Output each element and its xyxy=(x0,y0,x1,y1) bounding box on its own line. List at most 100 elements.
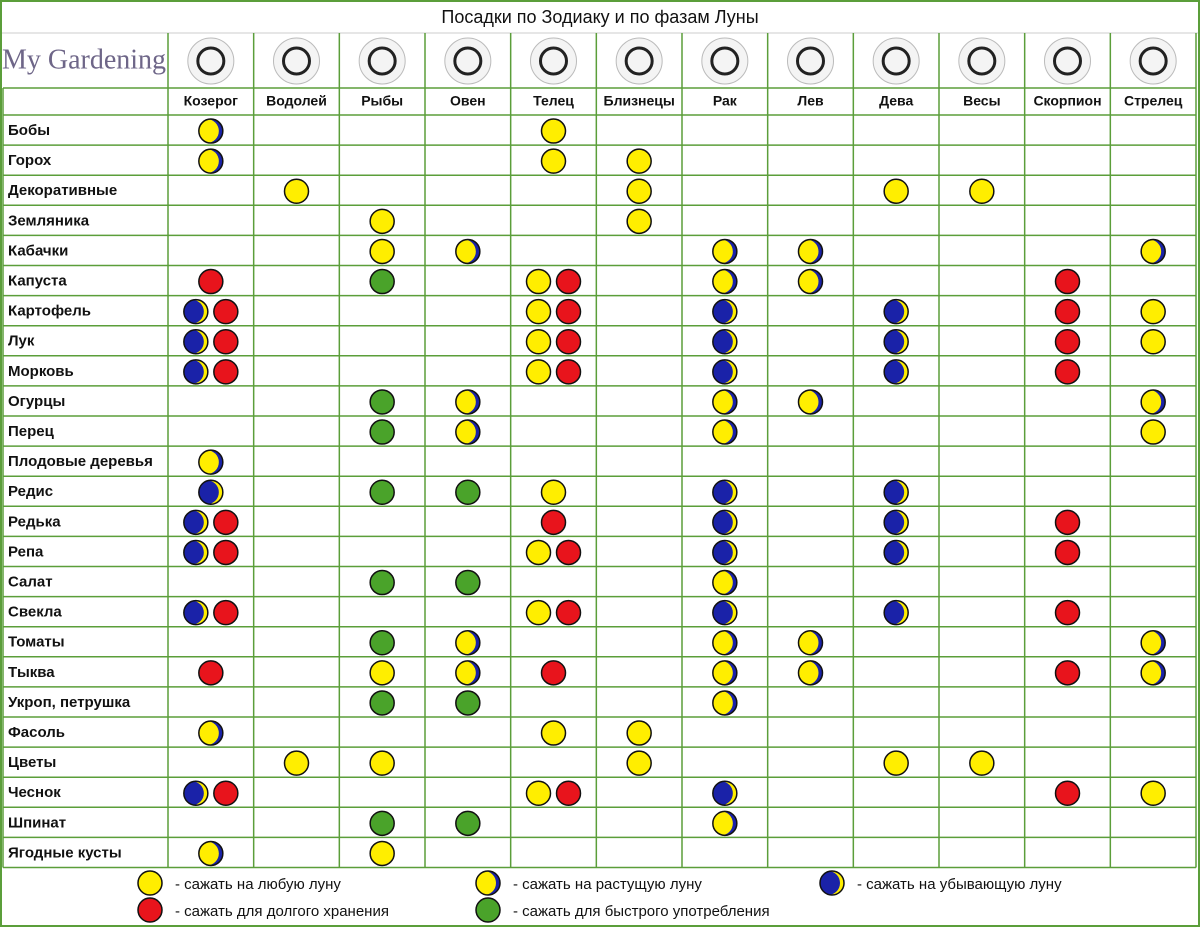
zodiac-icon xyxy=(1044,37,1091,85)
row-label: Плодовые деревья xyxy=(8,453,153,470)
legend-symbol xyxy=(137,870,163,896)
symbol-fill xyxy=(137,897,163,923)
symbol xyxy=(1140,780,1166,806)
symbol-outline xyxy=(712,419,738,445)
symbol-outline xyxy=(819,870,845,896)
symbol-fill xyxy=(213,359,239,385)
zodiac-icon xyxy=(701,37,749,85)
zodiac-icon xyxy=(187,37,235,85)
symbol-fill xyxy=(455,690,481,716)
symbol xyxy=(883,329,909,355)
symbol xyxy=(712,539,738,566)
symbol-fill xyxy=(1054,780,1081,806)
symbol-fill xyxy=(525,298,552,325)
symbol-outline xyxy=(455,238,481,265)
symbol-outline xyxy=(797,389,824,415)
row-label: Шпинат xyxy=(8,814,66,831)
symbol-fill xyxy=(369,238,395,265)
symbol xyxy=(712,630,738,656)
symbol xyxy=(455,630,481,656)
column-header: Рак xyxy=(713,93,738,109)
symbol xyxy=(369,479,395,505)
row-label: Фасоль xyxy=(8,724,65,741)
symbol-fill xyxy=(213,539,239,566)
symbol-outline xyxy=(183,329,209,355)
row-label: Томаты xyxy=(8,634,65,651)
symbol-outline xyxy=(712,630,738,656)
zodiac-icon xyxy=(1129,37,1177,85)
zodiac-icon-inner xyxy=(282,46,311,76)
zodiac-icon-inner xyxy=(196,46,226,76)
symbol xyxy=(883,539,909,566)
symbol xyxy=(455,419,481,445)
symbol xyxy=(198,660,224,686)
symbol xyxy=(555,780,582,806)
row-label: Лук xyxy=(8,333,35,350)
symbol xyxy=(369,690,395,716)
symbol-fill xyxy=(555,359,582,385)
symbol-fill xyxy=(525,780,552,806)
symbol xyxy=(712,479,738,505)
symbol-fill xyxy=(626,208,652,235)
symbol-fill xyxy=(1140,419,1166,445)
symbol xyxy=(198,148,224,174)
symbol-fill xyxy=(369,810,395,837)
legend-symbol xyxy=(475,897,501,923)
symbol xyxy=(1054,268,1081,295)
symbol-fill xyxy=(369,268,395,295)
symbol xyxy=(525,539,552,566)
symbol-outline xyxy=(883,599,909,626)
symbol-outline xyxy=(883,539,909,566)
row-label: Ягодные кусты xyxy=(8,844,122,861)
symbol xyxy=(626,178,652,204)
symbol xyxy=(369,268,395,295)
row-label: Редька xyxy=(8,513,61,530)
symbol-fill xyxy=(540,720,567,746)
symbol-outline xyxy=(712,509,738,536)
symbol-fill xyxy=(198,660,224,686)
symbol xyxy=(1140,660,1166,686)
symbol xyxy=(213,509,239,536)
symbol-fill xyxy=(475,897,501,923)
legend-symbol xyxy=(819,870,845,896)
symbol-fill xyxy=(369,660,395,686)
zodiac-icon-inner xyxy=(881,46,911,76)
symbol xyxy=(183,329,209,355)
symbol-fill xyxy=(198,268,224,295)
symbol-fill xyxy=(369,840,395,867)
symbol-fill xyxy=(369,630,395,656)
symbol xyxy=(555,599,582,626)
row-label: Салат xyxy=(8,574,53,591)
symbol-fill xyxy=(555,268,582,295)
symbol-fill xyxy=(1140,298,1166,325)
symbol-outline xyxy=(455,630,481,656)
symbol-outline xyxy=(455,660,481,686)
legend-label: - сажать для долгого хранения xyxy=(175,903,389,920)
title: Посадки по Зодиаку и по фазам Луны xyxy=(441,7,758,27)
symbol-outline xyxy=(797,630,824,656)
symbol xyxy=(525,359,552,385)
symbol xyxy=(712,780,738,806)
zodiac-icon xyxy=(872,37,920,85)
row-label: Огурцы xyxy=(8,393,65,410)
symbol xyxy=(712,359,738,385)
symbol xyxy=(883,479,909,505)
symbol-outline xyxy=(1140,238,1166,265)
symbol-outline xyxy=(1140,389,1166,415)
column-header: Весы xyxy=(963,93,1000,109)
symbol xyxy=(455,479,481,505)
symbol xyxy=(1054,599,1081,626)
symbol xyxy=(540,479,567,505)
row-label: Тыква xyxy=(8,664,55,681)
symbol xyxy=(797,389,824,415)
symbol xyxy=(198,720,224,746)
symbol xyxy=(369,419,395,445)
symbol xyxy=(626,720,652,746)
row-label: Кабачки xyxy=(8,242,68,259)
symbol xyxy=(883,599,909,626)
row-label: Горох xyxy=(8,152,52,169)
symbol-fill xyxy=(369,479,395,505)
symbol-outline xyxy=(183,539,209,566)
zodiac-icon xyxy=(787,37,834,85)
